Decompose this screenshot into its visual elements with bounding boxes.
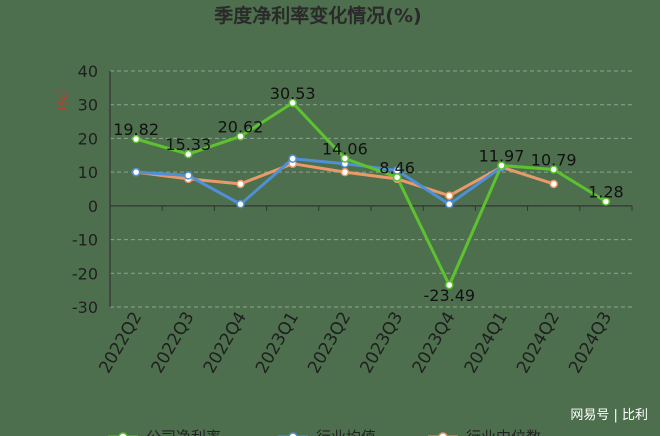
series-points	[131, 98, 611, 290]
x-tick-labels: 2022Q2 2022Q3 2022Q4 2023Q1 2023Q2 2023Q3 2023…	[95, 309, 616, 377]
y-tick-label: 30	[78, 96, 98, 115]
x-tick-label: 2024Q3	[565, 309, 616, 377]
series-line	[136, 157, 503, 206]
data-point	[288, 154, 297, 163]
data-label: 15.33	[165, 135, 211, 154]
y-tick-label: 10	[78, 163, 98, 182]
data-point	[549, 165, 558, 174]
data-point	[392, 173, 402, 182]
legend: 公司净利率 行业均值 行业中位数	[108, 428, 541, 436]
x-tick-label: 2023Q3	[356, 309, 407, 377]
x-tick-label: 2023Q4	[409, 309, 460, 377]
data-point	[236, 132, 245, 141]
data-point	[445, 280, 454, 290]
legend-marker	[288, 432, 298, 436]
data-label: 1.28	[588, 183, 624, 202]
data-point	[184, 171, 193, 180]
y-tick-label: 20	[78, 129, 98, 148]
data-label: 20.62	[218, 117, 264, 136]
data-point	[236, 179, 245, 189]
y-tick-label: 40	[78, 62, 98, 81]
series-lines	[135, 101, 607, 287]
data-point	[497, 161, 506, 170]
data-label: 19.82	[113, 120, 159, 139]
y-tick-label: -20	[72, 264, 98, 283]
x-tick-label: 2022Q2	[95, 309, 146, 377]
axes	[109, 71, 633, 307]
data-point	[288, 98, 297, 108]
legend-entry: 公司净利率	[146, 428, 221, 436]
watermark: 网易号 | 比利	[570, 408, 648, 423]
data-point	[131, 134, 141, 144]
grid	[110, 70, 632, 308]
x-tick-label: 2024Q1	[461, 309, 512, 377]
y-axis-label: (%)	[55, 90, 69, 111]
data-point	[445, 199, 454, 209]
data-point	[236, 199, 245, 209]
x-tick-label: 2024Q2	[513, 309, 564, 377]
y-tick-labels: 40 30 20 10 0 -10 -20 -30	[72, 62, 98, 317]
legend-entry: 行业中位数	[466, 428, 541, 436]
x-tick-label: 2022Q3	[148, 309, 199, 377]
data-point	[131, 167, 141, 177]
data-label: 10.79	[531, 150, 577, 169]
data-point	[445, 191, 454, 200]
x-tick-label: 2022Q4	[200, 309, 251, 377]
data-labels: 19.82 15.33 20.62 30.53 14.06 8.46 -23.49 11.97…	[113, 84, 624, 305]
y-tick-label: -10	[72, 231, 98, 250]
data-label: -23.49	[424, 286, 476, 305]
data-point	[549, 179, 558, 189]
y-tick-label: -30	[72, 298, 98, 317]
data-label: 14.06	[322, 139, 368, 158]
data-point	[601, 197, 611, 206]
chart-title: 季度净利率变化情况(%)	[214, 4, 421, 27]
y-tick-label: 0	[88, 197, 98, 216]
data-label: 30.53	[270, 84, 316, 103]
data-point	[184, 149, 193, 159]
series-line	[135, 101, 607, 287]
legend-entry: 行业均值	[316, 428, 376, 436]
data-label: 8.46	[379, 158, 415, 177]
x-tick-label: 2023Q1	[252, 309, 303, 377]
data-point	[340, 154, 350, 163]
legend-marker	[438, 432, 448, 436]
data-point	[340, 167, 350, 177]
legend-marker	[118, 432, 128, 436]
data-label: 11.97	[479, 147, 525, 166]
x-tick-label: 2023Q2	[304, 309, 355, 377]
